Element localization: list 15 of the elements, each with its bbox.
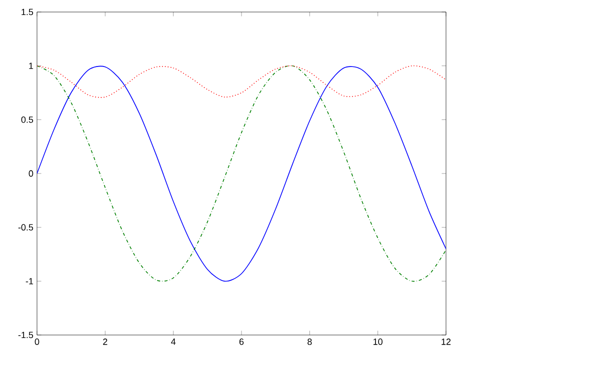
y-tick-label: -0.5 — [18, 224, 34, 231]
y-tick-label: 0 — [28, 170, 34, 177]
x-tick-label: 6 — [239, 338, 244, 345]
x-tick-label: 4 — [171, 338, 176, 345]
x-tick-label: 8 — [308, 338, 312, 345]
y-tick-label: -1.5 — [18, 332, 34, 338]
x-tick-label: 12 — [442, 338, 451, 345]
x-tick-label: 10 — [374, 338, 382, 345]
x-tick-label: 0 — [34, 338, 40, 345]
y-tick-label: 1 — [29, 62, 34, 69]
x-tick-label: 2 — [103, 338, 108, 345]
y-tick-label: 0.5 — [21, 116, 34, 123]
y-tick-label: 1.5 — [22, 8, 34, 16]
y-tick-label: -1 — [26, 278, 34, 284]
line-series — [37, 65, 446, 98]
